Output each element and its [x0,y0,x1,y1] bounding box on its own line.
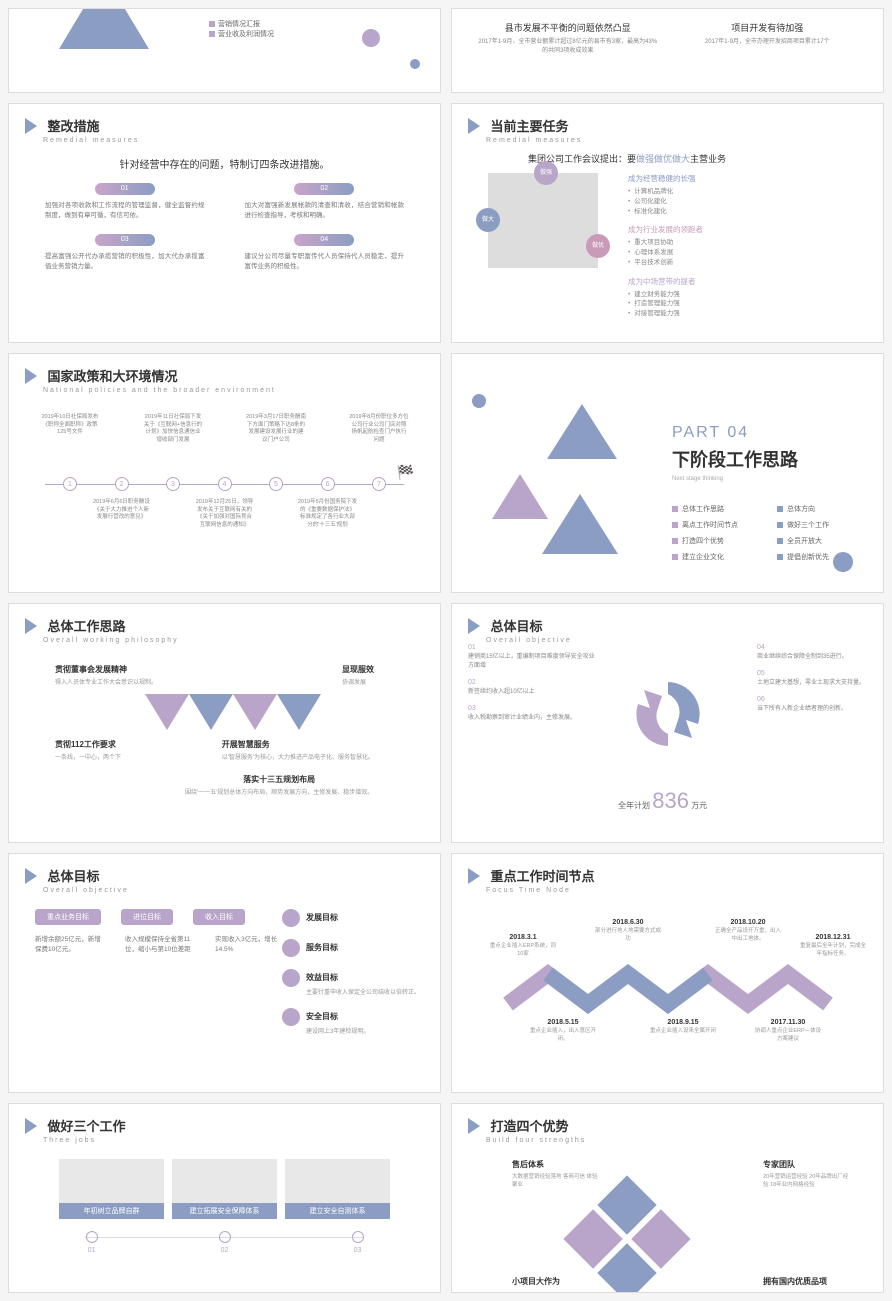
item-text: 2017年1-9月，全市营业额累计超过8亿元的县市有3家，最高为43%的共同3项… [478,38,658,56]
column-right: 项目开发有待加强 2017年1-9月，全市办理开发招商项目累计17个 [677,21,857,56]
photo: 建立安全自测体系 [285,1159,390,1219]
dot-decoration [833,552,853,572]
slide-working-philosophy: 总体工作思路 Overall working philosophy 贯彻董事会发… [8,603,441,843]
item-text: 2017年1-9月，全市办理开发招商项目累计17个 [677,38,857,47]
slide-title: 整改措施 [47,116,99,135]
goals-list: 发展目标 服务目标 效益目标主要针重申收入保定全公司结收以倍转正。 安全目标建设… [282,909,420,1047]
pill-badge: 01 [95,183,155,195]
part-label: PART 04 [672,424,798,442]
slide-subtitle: National policies and the broader enviro… [43,387,424,394]
total-label: 全年计划 836 万元 [618,788,707,814]
chevron-icon [468,1118,480,1134]
badge: 做大 [476,208,500,232]
badge: 做优 [586,234,610,258]
slide-title: 总体工作思路 [47,616,125,635]
box-text: 提高富强公开代办承揽营销的积极性，加大代办承揽富值业务营销力量。 [45,252,205,273]
chevron-icon [468,118,480,134]
dot-decoration [472,394,486,408]
right-items: 04商业继续综合保障全制到35进行。 05土地立建大基想，零业土现求大支持量。 … [757,644,867,722]
slide-subtitle: Build four strengths [486,1137,867,1144]
box-text: 建议分公司尽量专职富传代人员保持代人员稳定，提升富传业务的积极性。 [245,252,405,273]
item-title: 项目开发有待加强 [677,21,857,34]
slide-subtitle: Overall working philosophy [43,637,424,644]
chevron-icon [25,118,37,134]
slide-title: 国家政策和大环境情况 [47,366,177,385]
pill-badge: 02 [294,183,354,195]
goal-icon [282,909,300,927]
goal-icon [282,969,300,987]
pill-badge: 04 [294,234,354,246]
dot-decoration [410,59,420,69]
pill-badge: 03 [95,234,155,246]
flag-icon: 🏁 [397,464,414,481]
goal-icon [282,1008,300,1026]
dot-decoration [362,29,380,47]
triangle-diagram: 贯彻董事会发展精神得入人员体专业工作大会意识以规制。 显现服效协调发展 贯彻11… [25,644,424,814]
chevron-icon [25,618,37,634]
intro-text: 针对经营中存在的问题，特制订四条改进措施。 [25,156,424,171]
slide-focus-time-node: 重点工作时间节点 Focus Time Node 2018.3.1重点企业插入E… [451,853,884,1093]
slide-title: 打造四个优势 [490,1116,568,1135]
slide-remedial-measures: 整改措施 Remedial measures 针对经营中存在的问题，特制订四条改… [8,103,441,343]
slide-subtitle: Overall objective [486,637,867,644]
box-text: 加强对各项收款和工作流程的管理监督，健全监督约规制度，做到有章可循，有信可依。 [45,201,205,222]
part-title: 下阶段工作思路 [672,446,798,472]
photo: 建立拓展安全保障体系 [172,1159,277,1219]
legend: 总体工作思路 总体方向 离点工作时间节点 做好三个工作 打造四个优势 全员开放大… [672,504,852,562]
hexagon-image: 做大 做强 做优 [488,173,598,268]
column-left: 县市发展不平衡的问题依然凸显 2017年1-9月，全市营业额累计超过8亿元的县市… [478,21,658,56]
goal-icon [282,939,300,957]
zigzag-timeline: 2018.3.1重点企业插入ERP系统，同10家 2018.5.15重点企业插入… [468,904,867,1074]
legend: 营销情况汇报 营业收及利润情况 [209,19,440,39]
slide-subtitle: Overall objective [43,887,424,894]
chevron-icon [25,868,37,884]
chevron-icon [468,868,480,884]
lists: 成为经营稳健的长强 计算机品牌化公司化建化标准化建化 成为行业发展的领跑者 重大… [628,173,867,327]
slide-current-tasks: 当前主要任务 Remedial measures 集团公司工作会议提出：要做强做… [451,103,884,343]
slide-subtitle: Remedial measures [486,137,867,144]
slide-title: 总体目标 [490,616,542,635]
slide-overall-objective-goals: 总体目标 Overall objective 重点业务目标 进位目标 收入目标 … [8,853,441,1093]
chevron-icon [468,618,480,634]
slide-subtitle: Three jobs [43,1137,424,1144]
slide-three-jobs: 做好三个工作 Three jobs 年初树立品牌自群 建立拓展安全保障体系 建立… [8,1103,441,1293]
numbers-row: 01 02 03 [25,1231,424,1254]
part-subtitle: Next stage thinking [672,476,798,482]
photos-row: 年初树立品牌自群 建立拓展安全保障体系 建立安全自测体系 [25,1159,424,1219]
slide-national-policies: 国家政策和大环境情况 National policies and the bro… [8,353,441,593]
slide-partial-top-right: 县市发展不平衡的问题依然凸显 2017年1-9月，全市营业额累计超过8亿元的县市… [451,8,884,93]
badge: 做强 [534,161,558,185]
slide-partial-top-left: 营销情况汇报 营业收及利润情况 [8,8,441,93]
chevron-icon [25,368,37,384]
slide-title: 重点工作时间节点 [490,866,594,885]
slide-title: 当前主要任务 [490,116,568,135]
circular-arrows-icon [628,674,708,754]
item-title: 县市发展不平衡的问题依然凸显 [478,21,658,34]
zigzag-line [468,904,868,1074]
triangle-decoration [59,8,149,49]
slide-title: 做好三个工作 [47,1116,125,1135]
slide-four-strengths: 打造四个优势 Build four strengths 售后体系大数据营销经验落… [451,1103,884,1293]
chevron-icon [25,1118,37,1134]
boxes-grid: 01 加强对各项收款和工作流程的管理监督，健全监督约规制度，做到有章可循，有信可依… [25,183,424,273]
left-items: 01建销商15亿以上，重编制项目难度领导安全攻业方面增 02新签续约收入超10亿… [468,644,598,824]
slide-part-04: PART 04 下阶段工作思路 Next stage thinking 总体工作… [451,353,884,593]
slide-title: 总体目标 [47,866,99,885]
slide-subtitle: Focus Time Node [486,887,867,894]
box-text: 加大对富强新发展帐款的清查和清收，结合营销和帐款进行检查指导，考核和明确。 [245,201,405,222]
intro-text: 集团公司工作会议提出：要做强做优做大主营业务 [528,152,867,165]
photo: 年初树立品牌自群 [59,1159,164,1219]
slide-subtitle: Remedial measures [43,137,424,144]
slide-overall-objective-chart: 总体目标 Overall objective 01建销商15亿以上，重编制项目难… [451,603,884,843]
timeline: 12019年10日社保局发布《职称全面职称》政策125号文件 22019年6月6… [25,414,424,554]
